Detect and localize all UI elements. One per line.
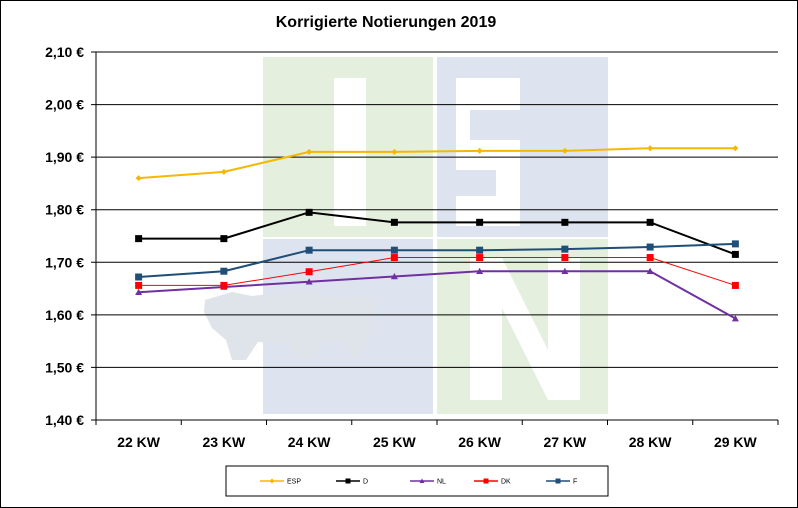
data-point-f <box>731 240 739 248</box>
x-tick-label: 22 KW <box>117 434 161 450</box>
data-point-d <box>390 218 398 226</box>
y-tick-label: 1,70 € <box>45 254 84 270</box>
y-tick-label: 1,80 € <box>45 202 84 218</box>
data-point-d <box>731 250 739 258</box>
y-tick-label: 1,60 € <box>45 307 84 323</box>
series-line-nl <box>138 270 736 320</box>
legend-label-d: D <box>363 479 368 486</box>
y-tick-label: 2,00 € <box>45 97 84 113</box>
data-point-dk <box>135 281 143 289</box>
data-point-esp <box>135 175 142 182</box>
y-tick-label: 1,90 € <box>45 149 84 165</box>
data-point-d <box>476 218 484 226</box>
series-line-d <box>138 211 736 256</box>
data-point-nl <box>731 315 739 322</box>
y-tick-label: 1,40 € <box>45 412 84 428</box>
data-point-esp <box>732 145 739 152</box>
data-point-dk <box>476 254 484 262</box>
data-point-nl <box>476 267 484 275</box>
data-point-esp <box>647 145 654 152</box>
legend-label-dk: DK <box>501 479 511 486</box>
x-tick-labels: 22 KW 23 KW 24 KW 25 KW 26 KW 27 KW 28 KW 29 KW <box>117 434 757 450</box>
x-tick-label: 27 KW <box>543 434 587 450</box>
series-lines <box>135 145 739 322</box>
legend: ESP D NL DK F <box>260 478 577 486</box>
data-point-dk <box>731 281 739 289</box>
data-point-esp <box>561 147 568 154</box>
data-point-dk <box>305 268 313 276</box>
x-tick-label: 25 KW <box>373 434 417 450</box>
data-point-dk <box>646 254 654 262</box>
watermark-letter-n <box>470 258 580 400</box>
data-point-f <box>305 246 313 254</box>
x-tick-label: 26 KW <box>458 434 502 450</box>
data-point-f <box>646 243 654 251</box>
y-tick-label: 1,50 € <box>45 359 84 375</box>
axes <box>95 52 779 425</box>
chart-title: Korrigierte Notierungen 2019 <box>276 14 497 31</box>
data-point-nl <box>135 288 143 296</box>
legend-marker-dk <box>483 478 489 484</box>
data-point-d <box>305 208 313 216</box>
series-line-dk <box>138 257 736 286</box>
x-tick-label: 24 KW <box>288 434 332 450</box>
data-point-f <box>135 273 143 281</box>
legend-marker-nl <box>419 478 425 483</box>
data-point-nl <box>305 278 313 285</box>
x-tick-label: 23 KW <box>202 434 246 450</box>
watermark-logo <box>204 57 608 414</box>
data-point-nl <box>646 267 654 275</box>
data-point-d <box>646 218 654 226</box>
x-tick-label: 28 KW <box>629 434 673 450</box>
data-point-d <box>561 218 569 226</box>
data-point-f <box>561 245 569 253</box>
data-point-esp <box>220 168 227 175</box>
series-line-esp <box>138 147 736 180</box>
data-point-nl <box>561 267 569 275</box>
data-point-dk <box>220 281 228 289</box>
series-line-f <box>138 242 736 279</box>
gridlines <box>91 51 778 421</box>
data-point-f <box>220 267 228 275</box>
data-point-f <box>476 246 484 254</box>
data-point-d <box>220 235 228 243</box>
legend-label-esp: ESP <box>287 479 301 486</box>
data-point-nl <box>390 272 398 280</box>
legend-marker-f <box>555 478 561 484</box>
legend-label-f: F <box>573 479 577 486</box>
legend-label-nl: NL <box>437 479 446 486</box>
x-tick-label: 29 KW <box>714 434 758 450</box>
data-point-esp <box>476 147 483 154</box>
y-tick-labels: 1,40 € 1,50 € 1,60 € 1,70 € 1,80 € 1,90 € 2,00… <box>45 44 84 428</box>
watermark-pig <box>204 290 376 360</box>
data-point-f <box>390 246 398 254</box>
data-point-dk <box>390 254 398 262</box>
data-point-d <box>135 235 143 243</box>
data-point-esp <box>306 148 313 155</box>
data-point-dk <box>561 254 569 262</box>
data-point-esp <box>391 148 398 155</box>
legend-marker-d <box>345 478 351 484</box>
y-tick-label: 2,10 € <box>45 44 84 60</box>
watermark-letter-s <box>456 78 520 226</box>
legend-marker-esp <box>269 478 275 484</box>
